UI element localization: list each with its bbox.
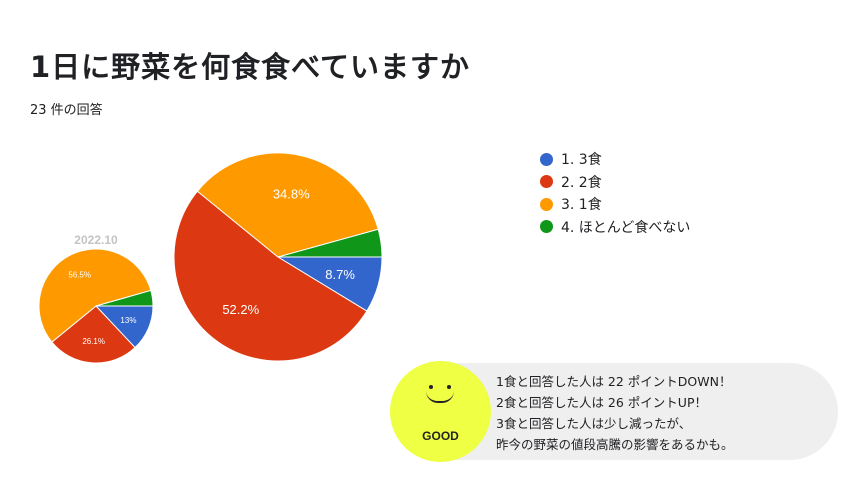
legend-item[interactable]: 1. 3食	[540, 148, 690, 171]
previous-chart-title: 2022.10	[74, 233, 118, 247]
legend-swatch-red	[540, 175, 553, 189]
legend-item[interactable]: 4. ほとんど食べない	[540, 216, 690, 239]
comment-line: 昨今の野菜の値段高騰の影響をあるかも。	[496, 437, 734, 452]
smiley-eye-right	[447, 385, 451, 389]
smiley-mouth	[426, 391, 454, 403]
legend-swatch-blue	[540, 152, 553, 166]
smiley-face-icon: GOOD	[390, 361, 491, 462]
chart-legend: 1. 3食 2. 2食 3. 1食 4. ほとんど食べない	[540, 148, 690, 238]
comment-text: 1食と回答した人は 22 ポイントDOWN！ 2食と回答した人は 26 ポイント…	[496, 371, 734, 455]
slice-label-1: 8.7%	[325, 267, 355, 282]
page-title: 1日に野菜を何食食べていますか	[30, 50, 471, 84]
legend-label: 3. 1食	[561, 197, 602, 214]
comment-line: 2食と回答した人は 26 ポイントUP！	[496, 395, 707, 410]
slice-label-3: 56.5%	[68, 270, 91, 279]
smiley-eye-left	[429, 385, 433, 389]
slice-label-1: 13%	[120, 316, 136, 325]
response-count: 23 件の回答	[30, 103, 103, 118]
legend-item[interactable]: 2. 2食	[540, 171, 690, 194]
comment-line: 1食と回答した人は 22 ポイントDOWN！	[496, 374, 732, 389]
legend-label: 2. 2食	[561, 174, 602, 191]
pie-slice-4	[277, 228, 383, 258]
current-pie-chart: 8.7% 52.2% 34.8%	[173, 152, 383, 362]
pie-slice-3	[38, 248, 152, 343]
slice-label-3: 34.8%	[273, 186, 310, 201]
legend-item[interactable]: 3. 1食	[540, 193, 690, 216]
good-badge-label: GOOD	[422, 429, 459, 443]
legend-swatch-green	[540, 220, 553, 234]
pie-slice-2	[173, 190, 368, 362]
pie-slice-3	[196, 152, 379, 258]
pie-slice-2	[51, 305, 136, 364]
previous-pie-chart: 13% 26.1% 56.5%	[38, 248, 154, 364]
comment-line: 3食と回答した人は少し減ったが、	[496, 416, 692, 431]
slice-label-2: 26.1%	[82, 337, 105, 346]
legend-swatch-orange	[540, 197, 553, 211]
legend-label: 4. ほとんど食べない	[561, 219, 691, 236]
legend-label: 1. 3食	[561, 152, 602, 169]
slice-label-2: 52.2%	[222, 302, 259, 317]
pie-slice-4	[95, 289, 154, 307]
